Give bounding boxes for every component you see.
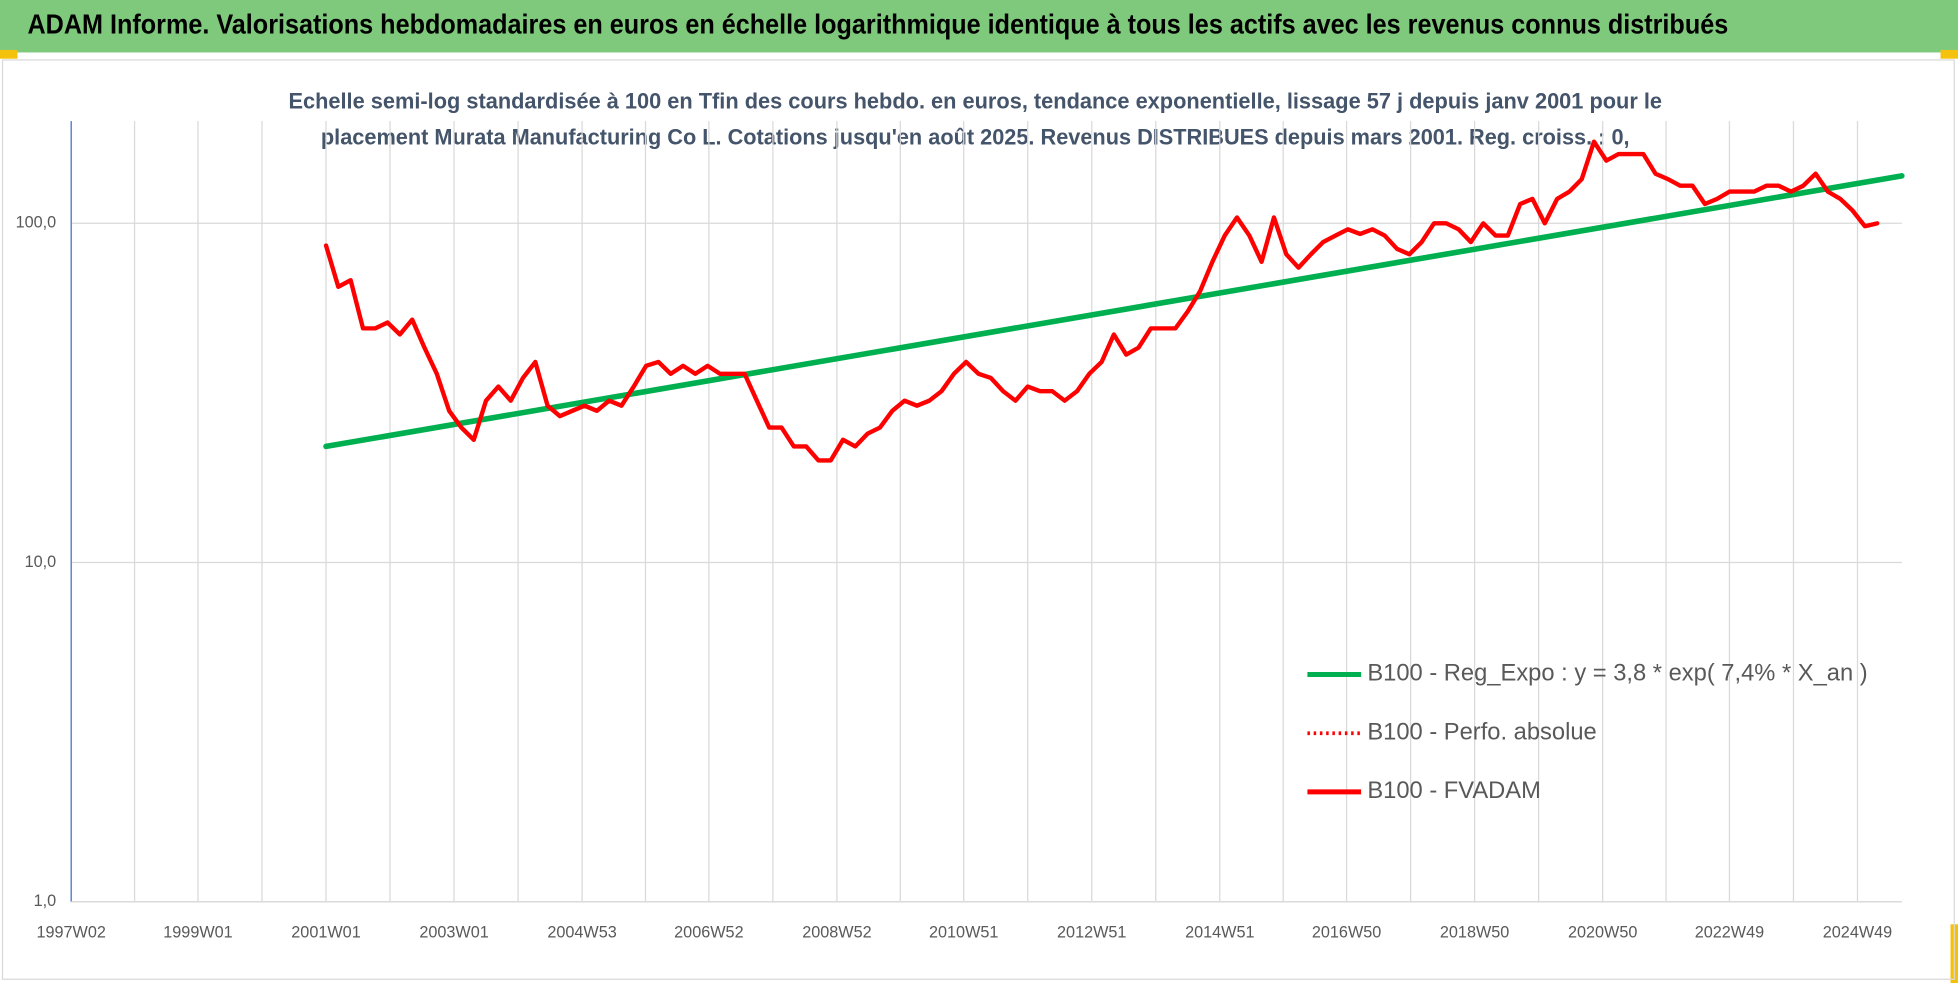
x-tick-label: 2003W01	[419, 923, 488, 941]
x-tick-label: 2018W50	[1440, 923, 1509, 941]
x-tick-label: 2016W50	[1312, 923, 1381, 941]
x-tick-label: 2014W51	[1185, 923, 1254, 941]
x-tick-label: 2020W50	[1568, 923, 1637, 941]
x-tick-label: 2010W51	[929, 923, 998, 941]
page-title: ADAM Informe. Valorisations hebdomadaire…	[27, 8, 1728, 39]
y-tick-label: 100,0	[16, 214, 57, 232]
x-tick-label: 2006W52	[674, 923, 743, 941]
series-line	[323, 173, 1905, 450]
legend-label: B100 - Reg_Expo : y = 3,8 * exp( 7,4% * …	[1367, 661, 1867, 687]
corner-mark	[0, 49, 18, 59]
x-tick-label: 2012W51	[1057, 923, 1126, 941]
legend-label: B100 - Perfo. absolue	[1367, 719, 1596, 745]
chart-subtitle: Echelle semi-log standardisée à 100 en T…	[288, 88, 1662, 113]
x-tick-label: 2001W01	[291, 923, 360, 941]
x-tick-label: 1999W01	[163, 923, 232, 941]
x-tick-label: 2008W52	[802, 923, 871, 941]
x-tick-label: 2004W53	[547, 923, 616, 941]
x-tick-label: 1997W02	[36, 923, 105, 941]
grid: 1,0 10,0 100,0 1997W02 1999W01 2001W01 2003W01…	[16, 121, 1902, 941]
x-tick-label: 2024W49	[1823, 923, 1892, 941]
series-line	[323, 139, 1880, 463]
y-tick-label: 1,0	[34, 892, 57, 910]
legend: B100 - Reg_Expo : y = 3,8 * exp( 7,4% * …	[1307, 661, 1868, 804]
plot-area	[323, 139, 1905, 463]
chart-border	[1, 59, 1955, 980]
legend-label: B100 - FVADAM	[1367, 778, 1541, 804]
header-bar	[0, 0, 1958, 53]
chart-subtitle: placement Murata Manufacturing Co L. Cot…	[321, 125, 1630, 150]
y-tick-label: 10,0	[25, 553, 57, 571]
x-tick-label: 2022W49	[1695, 923, 1764, 941]
corner-mark	[1940, 49, 1958, 59]
